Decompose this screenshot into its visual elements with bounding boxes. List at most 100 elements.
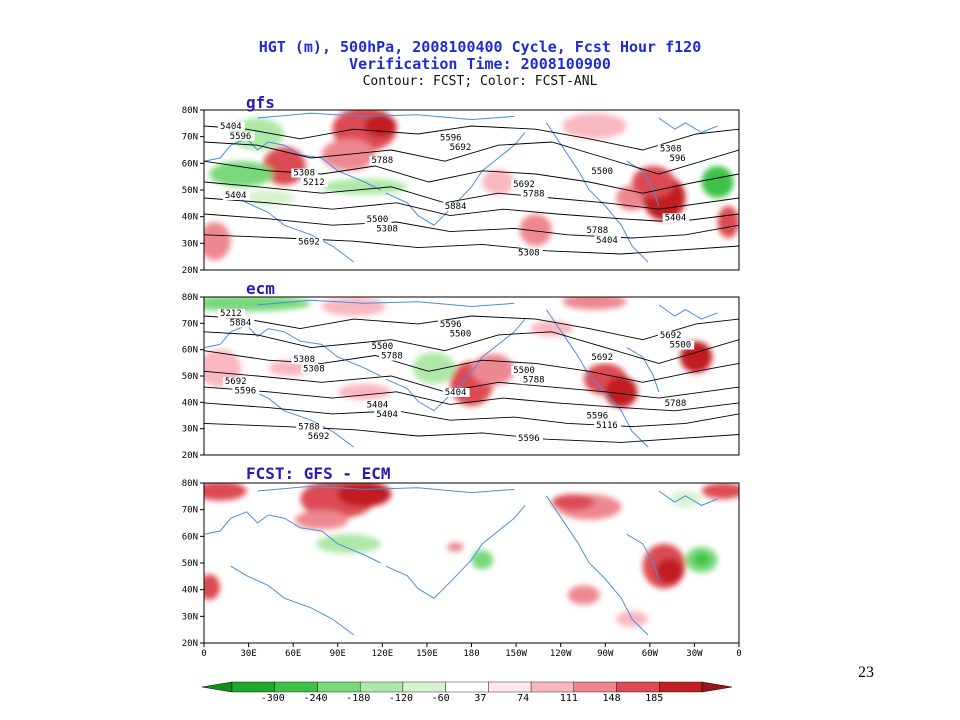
colorbar-swatch — [616, 681, 660, 693]
shading-blob — [316, 534, 381, 554]
contour-label: 5692 — [591, 353, 613, 363]
lat-tick-label: 80N — [182, 106, 198, 116]
coastline — [204, 324, 381, 377]
panel-label-ecm: ecm — [246, 279, 275, 298]
lat-tick-label: 40N — [182, 586, 198, 596]
coastline — [204, 511, 381, 564]
plot-title-line3: Contour: FCST; Color: FCST-ANL — [362, 74, 598, 89]
coastline — [658, 304, 718, 320]
contour-line — [204, 181, 739, 210]
shading-blob — [717, 206, 739, 238]
shading-blob — [447, 542, 464, 552]
coastline — [658, 490, 718, 506]
shading-blob — [337, 383, 392, 400]
lon-tick-label: 150W — [505, 649, 527, 659]
contour-line — [204, 370, 739, 399]
panel-label-difference: FCST: GFS - ECM — [246, 464, 391, 483]
shading-blob — [209, 161, 274, 187]
contour-label: 5404 — [376, 410, 398, 420]
lat-tick-label: 80N — [182, 293, 198, 303]
lat-tick-label: 70N — [182, 319, 198, 329]
contour-label: 5788 — [587, 226, 609, 236]
coastline — [385, 132, 526, 226]
lat-tick-label: 60N — [182, 532, 198, 542]
contour-label: 5788 — [371, 156, 393, 166]
contour-label-bg — [584, 411, 612, 421]
contour-label: 5596 — [234, 386, 256, 396]
contour-label: 5788 — [523, 375, 545, 385]
contour-label: 5788 — [523, 189, 545, 199]
contour-line — [204, 422, 739, 443]
contour-label-bg — [589, 353, 617, 363]
map-panel-ecm: 5212530854045596550055965692569257885500… — [182, 293, 740, 461]
lat-tick-label: 60N — [182, 159, 198, 169]
lat-tick-label: 30N — [182, 612, 198, 622]
colorbar-swatch — [659, 681, 703, 693]
contour-line — [204, 402, 739, 428]
contour-label: 5692 — [298, 237, 320, 247]
contour-label-bg — [227, 318, 255, 328]
contour-label-bg — [511, 365, 539, 375]
lat-tick-label: 50N — [182, 559, 198, 569]
contour-label: 5212 — [220, 309, 242, 319]
contour-label-bg — [291, 354, 319, 364]
contour-label-bg — [232, 386, 260, 396]
contour-label: 5500 — [371, 342, 393, 352]
lat-tick-label: 30N — [182, 425, 198, 435]
contour-label: 5500 — [367, 215, 389, 225]
colorbar-label: -240 — [303, 693, 328, 704]
lon-tick-label: 90E — [330, 649, 346, 659]
contour-line — [204, 141, 739, 175]
lon-tick-label: 0 — [201, 649, 206, 659]
coastline — [257, 485, 515, 494]
contour-label: 5404 — [220, 122, 242, 132]
shading-blob — [294, 510, 349, 530]
contour-label-bg — [594, 235, 621, 245]
lon-tick-label: 120W — [550, 649, 572, 659]
lon-tick-label: 120E — [371, 649, 393, 659]
contour-label: 5596 — [587, 412, 609, 422]
shading-blob — [530, 320, 574, 337]
contour-label-bg — [447, 329, 475, 339]
contour-label: 5308 — [293, 169, 315, 179]
lat-tick-label: 70N — [182, 506, 198, 516]
contour-label: 5116 — [596, 421, 618, 431]
contour-label: 5308 — [660, 145, 682, 155]
lat-tick-label: 70N — [182, 133, 198, 143]
shading-blob — [471, 353, 515, 386]
contour-label-bg — [667, 340, 695, 350]
lat-tick-label: 20N — [182, 451, 198, 461]
coastline — [230, 565, 355, 636]
contour-label-bg — [442, 387, 470, 397]
coastline — [658, 117, 718, 133]
contour-label-bg — [516, 433, 543, 443]
contour-label: 5500 — [591, 167, 613, 177]
contour-label: 5596 — [440, 320, 462, 330]
contour-line — [204, 331, 739, 364]
shading-blob — [471, 550, 493, 570]
shading-blob — [562, 113, 627, 139]
contour-label: 5788 — [298, 423, 320, 433]
shading-blob — [562, 297, 627, 310]
colorbar-label: 74 — [517, 693, 530, 704]
shading-blob — [519, 214, 552, 246]
coastline — [385, 318, 526, 412]
contour-label-bg — [218, 308, 245, 318]
shading-blob — [204, 483, 247, 501]
contour-label: 5404 — [367, 401, 389, 411]
shading-blob — [321, 297, 386, 316]
contour-label-bg — [516, 248, 543, 258]
coastline — [626, 160, 660, 207]
coastline — [257, 299, 515, 308]
colorbar-swatch — [317, 681, 361, 693]
contour-label-bg — [447, 143, 475, 152]
contour-label: 5596 — [440, 133, 462, 143]
contour-label-bg — [667, 154, 689, 164]
colorbar-label: -300 — [260, 693, 285, 704]
colorbar-label: 185 — [645, 693, 664, 704]
coastline — [545, 122, 649, 263]
coastlines — [204, 485, 718, 636]
contour-label-bg — [291, 168, 319, 178]
contour-label: 5212 — [303, 178, 325, 188]
